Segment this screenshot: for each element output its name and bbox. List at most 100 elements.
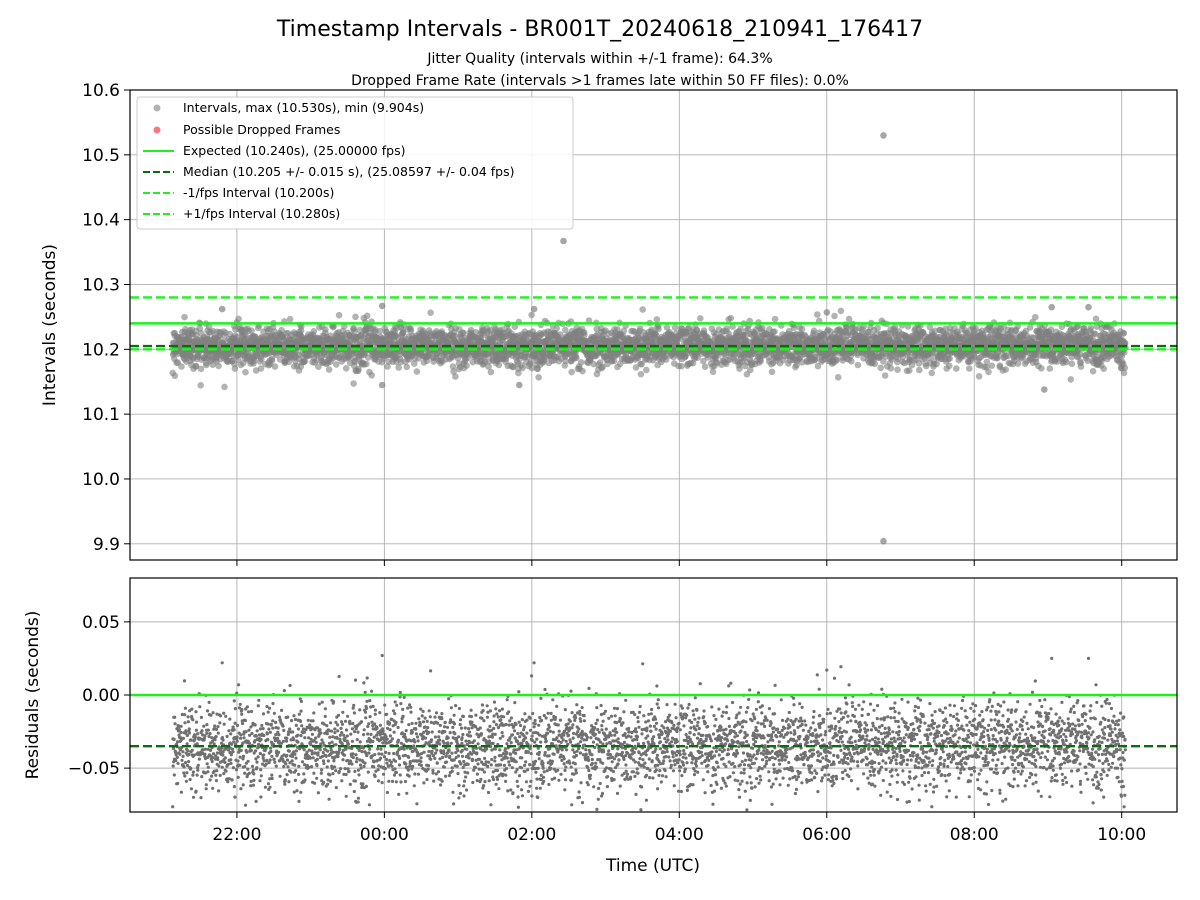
- residual-point: [232, 728, 236, 732]
- interval-point: [452, 373, 459, 380]
- residual-point: [181, 736, 185, 740]
- interval-point: [928, 369, 936, 377]
- residual-point: [187, 731, 191, 735]
- residual-point: [268, 730, 272, 734]
- residual-point: [172, 737, 176, 742]
- residual-point: [239, 748, 243, 753]
- residual-point: [182, 765, 186, 769]
- interval-point: [697, 315, 704, 322]
- residual-point: [268, 785, 272, 789]
- interval-point: [250, 357, 258, 365]
- residual-point: [203, 734, 207, 738]
- legend-label-minus-fps: -1/fps Interval (10.200s): [183, 185, 334, 200]
- residual-point: [186, 749, 190, 753]
- interval-point: [694, 354, 701, 361]
- residual-point: [249, 748, 253, 753]
- residual-point: [247, 728, 251, 732]
- residual-point: [208, 778, 212, 782]
- residual-point: [270, 776, 274, 781]
- residual-point: [258, 751, 262, 756]
- residual-point: [260, 723, 264, 728]
- interval-point: [411, 360, 418, 367]
- residual-point: [225, 734, 229, 739]
- residual-point: [198, 705, 202, 709]
- residual-point: [241, 721, 245, 726]
- residual-point: [193, 735, 197, 740]
- intervals-y-tick-label: 10.6: [82, 81, 120, 101]
- interval-point: [771, 315, 779, 323]
- residual-point: [270, 754, 274, 758]
- residual-point: [235, 735, 239, 739]
- residual-point: [255, 760, 259, 764]
- residual-point: [191, 795, 196, 799]
- residual-point: [262, 733, 266, 738]
- residual-point: [223, 760, 227, 765]
- interval-outlier-point: [880, 132, 887, 139]
- interval-point: [495, 361, 503, 369]
- residual-point: [239, 736, 243, 740]
- residual-point: [231, 750, 235, 754]
- residual-point: [245, 705, 249, 709]
- interval-point: [833, 357, 840, 364]
- interval-point: [268, 357, 276, 364]
- residual-point: [202, 724, 206, 728]
- interval-point: [590, 360, 597, 368]
- interval-point: [573, 354, 580, 362]
- intervals-y-ticks: 9.910.010.110.210.310.410.510.6: [82, 81, 130, 555]
- residual-point: [214, 735, 218, 739]
- residual-point: [281, 724, 285, 728]
- residual-point: [234, 768, 239, 772]
- residual-point: [251, 783, 256, 787]
- residual-point: [194, 710, 198, 714]
- residual-point: [258, 779, 262, 783]
- residual-point: [268, 706, 272, 710]
- interval-point: [509, 363, 517, 371]
- residual-point: [261, 727, 265, 731]
- residual-point: [249, 709, 254, 714]
- residual-point: [247, 741, 252, 745]
- residual-point: [196, 763, 200, 767]
- residual-point: [239, 787, 243, 791]
- residual-point: [214, 779, 218, 783]
- residual-point: [230, 742, 234, 746]
- residual-point: [256, 704, 260, 708]
- residual-point: [259, 768, 263, 772]
- residual-point: [171, 805, 175, 809]
- residual-point: [254, 749, 258, 753]
- intervals-panel: 9.910.010.110.210.310.410.510.6 Interval…: [40, 81, 1178, 566]
- interval-point: [178, 363, 185, 370]
- residual-point: [273, 790, 277, 795]
- interval-point: [519, 364, 526, 372]
- residual-point: [203, 747, 207, 751]
- interval-point: [298, 323, 305, 330]
- residual-point: [244, 730, 248, 734]
- chart-subtitle-dropped: Dropped Frame Rate (intervals >1 frames …: [351, 73, 849, 89]
- residual-point: [229, 761, 233, 766]
- residual-point: [205, 709, 210, 713]
- residual-point: [236, 759, 240, 763]
- residual-point: [231, 766, 235, 770]
- residual-point: [187, 752, 191, 757]
- interval-point: [1067, 376, 1075, 383]
- residual-point: [268, 758, 272, 762]
- residual-point: [255, 729, 259, 733]
- residual-point: [200, 775, 204, 779]
- interval-point: [798, 325, 806, 333]
- interval-point: [1046, 365, 1054, 372]
- residual-point: [265, 732, 269, 736]
- intervals-y-tick-label: 10.3: [82, 275, 120, 295]
- interval-point: [535, 374, 542, 381]
- interval-point: [395, 364, 403, 371]
- interval-point: [874, 324, 881, 332]
- residual-point: [233, 707, 237, 711]
- interval-point: [221, 383, 228, 391]
- interval-point: [638, 360, 645, 368]
- residual-point: [174, 758, 178, 763]
- intervals-y-tick-label: 10.4: [82, 211, 120, 231]
- interval-point: [831, 312, 838, 320]
- intervals-y-tick-label: 10.0: [82, 470, 120, 490]
- interval-point: [257, 365, 265, 372]
- residual-point: [182, 771, 186, 775]
- legend: Intervals, max (10.530s), min (9.904s) P…: [136, 96, 574, 230]
- interval-point: [790, 324, 798, 332]
